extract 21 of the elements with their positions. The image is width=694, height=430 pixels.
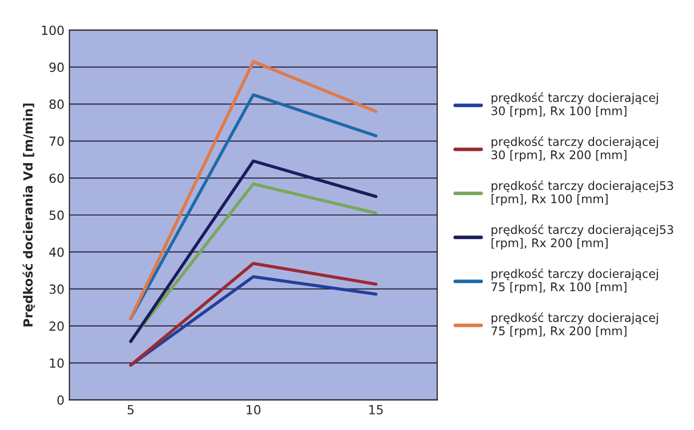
y-tick-label: 50 <box>50 210 64 220</box>
legend-label: prędkość tarczy docierającej 30 [rpm], Rx 200 [mm] <box>492 136 658 162</box>
y-axis-title: Prędkość docierania Vd [m/min] <box>22 104 35 326</box>
legend-label: prędkość tarczy docierającej 30 [rpm], Rx 100 [mm] <box>492 92 658 118</box>
legend-label: prędkość tarczy docierającej 75 [rpm], Rx 200 [mm] <box>492 312 658 338</box>
y-tick-label: 0 <box>57 395 64 405</box>
x-tick-label: 15 <box>369 405 383 414</box>
x-tick-label: 5 <box>128 405 134 414</box>
y-tick-label: 20 <box>50 321 64 331</box>
x-tick-label: 10 <box>246 404 260 414</box>
legend-label: prędkość tarczy docierającej 75 [rpm], Rx 100 [mm] <box>492 268 658 294</box>
legend-label: prędkość tarczy docierającej53 [rpm], Rx 200 [mm] <box>492 224 674 250</box>
y-tick-label: 60 <box>50 173 64 183</box>
y-tick-label: 90 <box>49 62 64 72</box>
y-tick-label: 10 <box>50 358 64 368</box>
y-tick-label: 100 <box>42 26 64 36</box>
y-tick-label: 30 <box>50 284 64 294</box>
y-tick-label: 70 <box>50 136 64 146</box>
y-tick-label: 40 <box>49 247 64 257</box>
y-tick-label: 80 <box>49 100 64 109</box>
legend-label: prędkość tarczy docierającej53 [rpm], Rx 100 [mm] <box>492 180 674 206</box>
